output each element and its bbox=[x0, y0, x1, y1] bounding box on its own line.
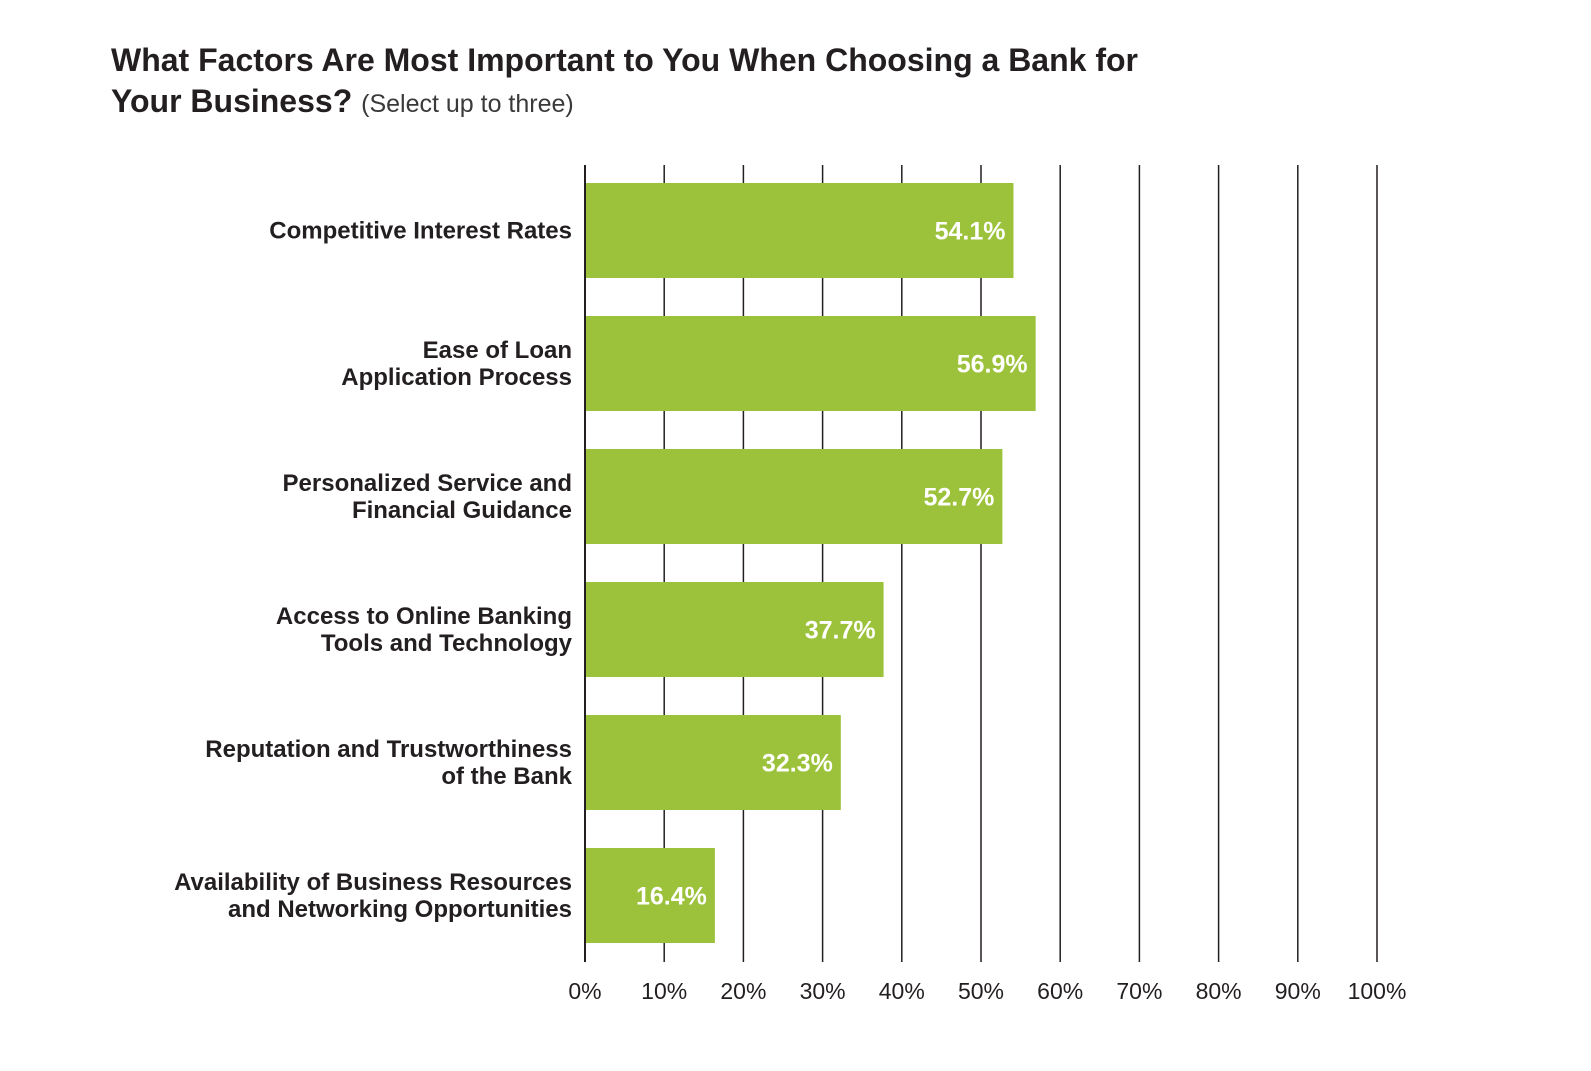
bar bbox=[586, 715, 841, 810]
x-tick-label: 20% bbox=[720, 978, 766, 1004]
bar-value-label: 32.3% bbox=[762, 750, 833, 778]
category-label: Availability of Business Resources and Ne… bbox=[174, 869, 572, 923]
bar bbox=[586, 848, 715, 943]
bar bbox=[586, 449, 1003, 544]
category-label: Reputation and Trustworthiness of the Ban… bbox=[205, 736, 572, 790]
bar bbox=[586, 582, 884, 677]
grid-lines bbox=[584, 165, 1378, 962]
bar bbox=[586, 316, 1036, 411]
category-label: Access to Online Banking Tools and Techno… bbox=[276, 603, 573, 657]
bar bbox=[586, 183, 1014, 278]
x-tick-label: 80% bbox=[1196, 978, 1242, 1004]
bar-value-label: 54.1% bbox=[935, 218, 1006, 246]
x-tick-label: 50% bbox=[958, 978, 1004, 1004]
category-label-line: and Networking Opportunities bbox=[228, 896, 572, 923]
x-axis-ticks: 0% 10% 20% 30% 40% 50% 60% 70% 80% 90% 100% bbox=[568, 978, 1406, 1004]
category-label: Personalized Service and Financial Guidan… bbox=[283, 470, 572, 524]
bar-value-label: 56.9% bbox=[957, 351, 1028, 379]
category-label: Ease of Loan Application Process bbox=[341, 337, 572, 391]
category-label-line: Ease of Loan bbox=[423, 337, 572, 364]
category-label: Competitive Interest Rates bbox=[269, 218, 572, 245]
category-label-line: Access to Online Banking bbox=[276, 603, 572, 630]
bars: 54.1% 56.9% 52.7% 37.7% 32.3% 16.4% bbox=[586, 183, 1036, 943]
x-tick-label: 40% bbox=[879, 978, 925, 1004]
x-tick-label: 10% bbox=[641, 978, 687, 1004]
category-label-line: Tools and Technology bbox=[321, 630, 573, 657]
x-tick-label: 60% bbox=[1037, 978, 1083, 1004]
chart-title-text: What Factors Are Most Important to You W… bbox=[111, 42, 1138, 119]
x-tick-label: 0% bbox=[568, 978, 601, 1004]
bar-value-label: 16.4% bbox=[636, 883, 707, 911]
x-tick-label: 90% bbox=[1275, 978, 1321, 1004]
category-label-line: Availability of Business Resources bbox=[174, 869, 572, 896]
x-tick-label: 100% bbox=[1348, 978, 1407, 1004]
category-label-line: Personalized Service and bbox=[283, 470, 572, 497]
bar-value-label: 37.7% bbox=[805, 617, 876, 645]
category-label-line: Financial Guidance bbox=[352, 497, 572, 524]
category-labels: Competitive Interest Rates Ease of Loan Ap… bbox=[174, 218, 573, 924]
chart-subtitle: (Select up to three) bbox=[361, 90, 574, 118]
x-tick-label: 70% bbox=[1116, 978, 1162, 1004]
category-label-line: Reputation and Trustworthiness bbox=[205, 736, 572, 763]
category-label-line: of the Bank bbox=[441, 763, 572, 790]
chart-title: What Factors Are Most Important to You W… bbox=[111, 40, 1211, 125]
bar-value-label: 52.7% bbox=[923, 484, 994, 512]
x-tick-label: 30% bbox=[800, 978, 846, 1004]
category-label-line: Application Process bbox=[341, 364, 572, 391]
category-label-line: Competitive Interest Rates bbox=[269, 218, 572, 245]
